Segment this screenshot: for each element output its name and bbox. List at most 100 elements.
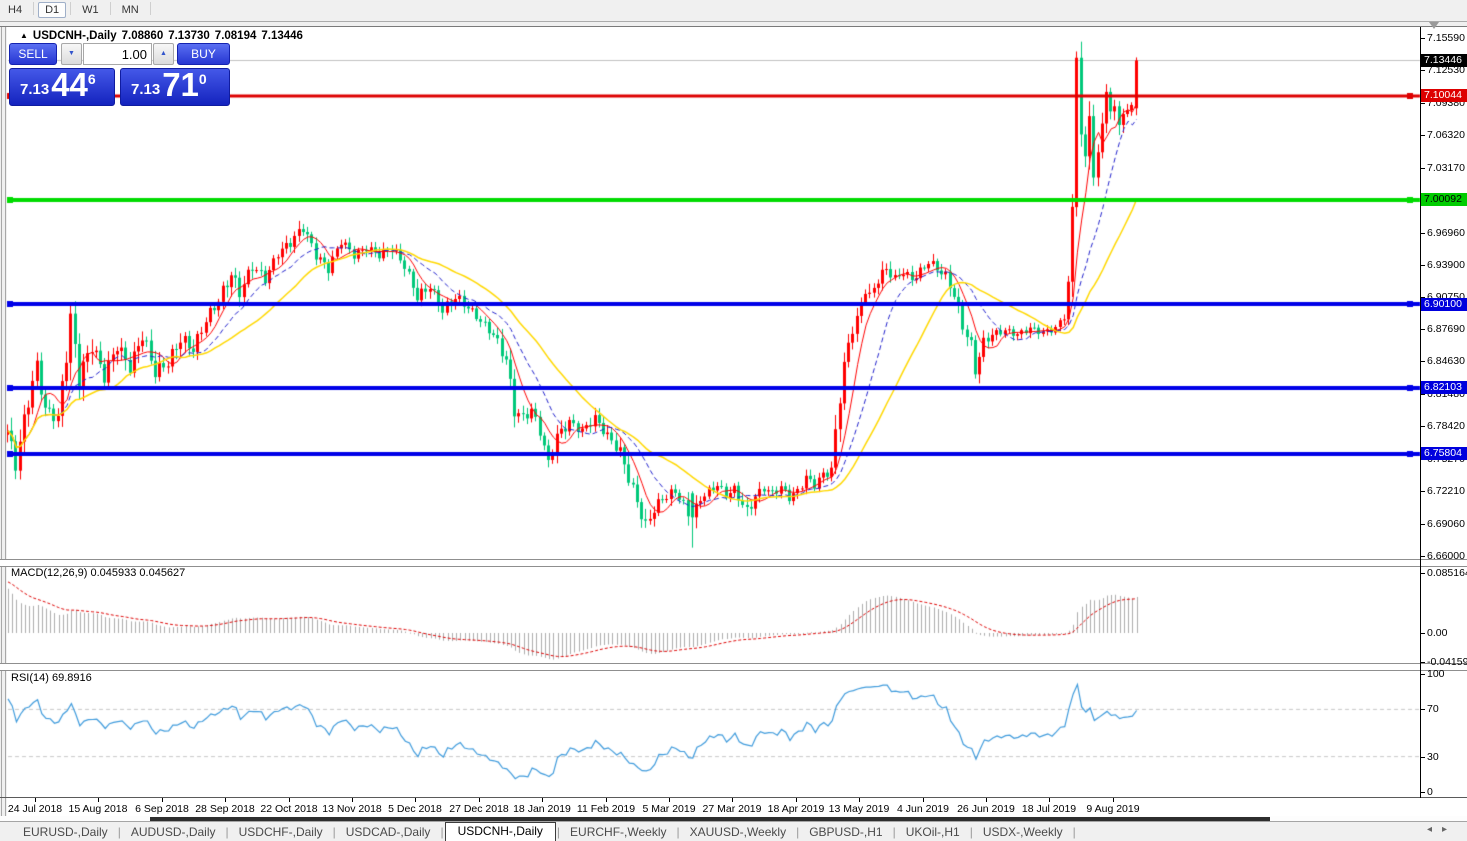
tab-separator: | xyxy=(440,824,444,839)
axis-tick xyxy=(1420,103,1425,104)
axis-tick xyxy=(1420,573,1425,574)
chart-tab-gbpusd-h1[interactable]: GBPUSD-,H1 xyxy=(809,824,883,839)
chart-tab-ukoil-h1[interactable]: UKOil-,H1 xyxy=(905,824,960,839)
tab-separator: | xyxy=(117,824,121,839)
volume-increase-button[interactable]: ▲ xyxy=(153,43,174,65)
buy-price-big: 71 xyxy=(162,66,199,103)
date-axis-tick xyxy=(796,798,797,802)
macd-label: MACD(12,26,9) 0.045933 0.045627 xyxy=(11,567,186,579)
chart-tab-usdchf-daily[interactable]: USDCHF-,Daily xyxy=(238,824,323,839)
date-axis-label: 18 Jan 2019 xyxy=(513,803,571,815)
buy-price-box[interactable]: 7.13 71 0 xyxy=(120,68,230,106)
buy-price-prefix: 7.13 xyxy=(131,81,161,98)
price-badge: 6.75804 xyxy=(1421,447,1467,460)
price-badge: 7.00092 xyxy=(1421,193,1467,206)
axis-tick xyxy=(1420,394,1425,395)
axis-tick xyxy=(1420,70,1425,71)
price-axis-label: 6.96960 xyxy=(1427,227,1465,239)
sell-price-big: 44 xyxy=(51,66,88,103)
one-click-trading-panel: SELL ▼ ▲ BUY 7.13 44 6 7.13 71 0 xyxy=(9,43,230,106)
current-price-badge: 7.13446 xyxy=(1421,54,1467,67)
price-axis-label: 7.03170 xyxy=(1427,162,1465,174)
tab-separator: | xyxy=(892,824,896,839)
chart-tab-eurusd-daily[interactable]: EURUSD-,Daily xyxy=(23,824,108,839)
price-axis-label: 6.84630 xyxy=(1427,355,1465,367)
chart-tab-eurchf-weekly[interactable]: EURCHF-,Weekly xyxy=(570,824,667,839)
date-axis-label: 13 May 2019 xyxy=(828,803,890,815)
date-axis-tick xyxy=(1113,798,1114,802)
tab-separator: | xyxy=(225,824,229,839)
rsi-axis-label: 100 xyxy=(1427,668,1445,680)
date-axis-tick xyxy=(732,798,733,802)
date-axis-tick xyxy=(606,798,607,802)
date-axis-tick xyxy=(35,798,36,802)
price-axis-label: 6.69060 xyxy=(1427,518,1465,530)
date-axis-label: 4 Jun 2019 xyxy=(897,803,949,815)
ohlc-close: 7.13446 xyxy=(261,30,303,42)
price-axis-line xyxy=(1420,27,1421,798)
ohlc-open: 7.08860 xyxy=(121,30,164,42)
date-axis-label: 27 Dec 2018 xyxy=(449,803,509,815)
date-axis-label: 11 Feb 2019 xyxy=(576,803,636,815)
chart-tab-bar: EURUSD-,Daily | AUDUSD-,Daily | USDCHF-,Dail… xyxy=(0,821,1467,841)
chart-tab-usdcad-daily[interactable]: USDCAD-,Daily xyxy=(345,824,431,839)
panel-separator-rsi[interactable] xyxy=(0,663,1467,671)
axis-tick xyxy=(1420,556,1425,557)
axis-tick xyxy=(1420,135,1425,136)
date-axis-tick xyxy=(225,798,226,802)
date-axis-label: 26 Jun 2019 xyxy=(957,803,1015,815)
chart-symbol: USDCNH-,Daily xyxy=(32,30,117,42)
buy-button[interactable]: BUY xyxy=(177,43,230,65)
panel-separator-macd[interactable] xyxy=(0,559,1467,567)
chart-tab-audusd-daily[interactable]: AUDUSD-,Daily xyxy=(130,824,216,839)
macd-axis-label: -0.041597 xyxy=(1427,656,1467,668)
date-axis-tick xyxy=(986,798,987,802)
date-axis-tick xyxy=(98,798,99,802)
axis-tick xyxy=(1420,329,1425,330)
price-axis-label: 7.06320 xyxy=(1427,129,1465,141)
axis-tick xyxy=(1420,792,1425,793)
axis-tick xyxy=(1420,757,1425,758)
tab-separator: | xyxy=(796,824,800,839)
axis-tick xyxy=(1420,709,1425,710)
date-axis-tick xyxy=(1049,798,1050,802)
buy-price-sup: 0 xyxy=(198,71,207,87)
horizontal-scrollbar-thumb[interactable] xyxy=(150,817,1270,821)
axis-tick xyxy=(1420,168,1425,169)
date-axis-tick xyxy=(352,798,353,802)
axis-tick xyxy=(1420,491,1425,492)
chart-title: ▲ USDCNH-,Daily 7.08860 7.13730 7.08194 … xyxy=(20,30,303,42)
chart-shift-marker-icon[interactable] xyxy=(1429,22,1439,29)
date-axis-label: 22 Oct 2018 xyxy=(260,803,318,815)
date-axis-tick xyxy=(859,798,860,802)
collapse-arrow-icon[interactable]: ▲ xyxy=(20,30,28,40)
sell-button[interactable]: SELL xyxy=(9,43,57,65)
axis-tick xyxy=(1420,662,1425,663)
date-axis-label: 18 Jul 2019 xyxy=(1021,803,1077,815)
volume-input[interactable] xyxy=(83,43,152,65)
tab-scroll-arrows: ◂▸ xyxy=(1427,824,1457,835)
price-axis-label: 6.87690 xyxy=(1427,323,1465,335)
price-badge: 7.10044 xyxy=(1421,89,1467,102)
date-axis-separator xyxy=(0,797,1467,798)
price-axis-label: 7.12530 xyxy=(1427,64,1465,76)
tab-scroll-left-icon[interactable]: ◂ xyxy=(1426,824,1442,835)
macd-axis-label: 0.085164 xyxy=(1427,567,1467,579)
chart-tab-xauusd-weekly[interactable]: XAUUSD-,Weekly xyxy=(689,824,787,839)
date-axis-tick xyxy=(479,798,480,802)
sell-price-box[interactable]: 7.13 44 6 xyxy=(9,68,115,106)
volume-decrease-button[interactable]: ▼ xyxy=(61,43,82,65)
tab-separator: | xyxy=(1072,824,1076,839)
tab-separator: | xyxy=(556,824,561,839)
macd-axis-label: 0.00 xyxy=(1427,627,1448,639)
axis-tick xyxy=(1420,38,1425,39)
chart-tab-usdx-weekly[interactable]: USDX-,Weekly xyxy=(982,824,1063,839)
chart-tab-usdcnh-daily[interactable]: USDCNH-,Daily xyxy=(444,822,556,841)
date-axis-label: 5 Mar 2019 xyxy=(642,803,696,815)
ohlc-low: 7.08194 xyxy=(214,30,257,42)
axis-tick xyxy=(1420,524,1425,525)
sell-price-prefix: 7.13 xyxy=(20,81,50,98)
tab-scroll-right-icon[interactable]: ▸ xyxy=(1441,824,1457,835)
